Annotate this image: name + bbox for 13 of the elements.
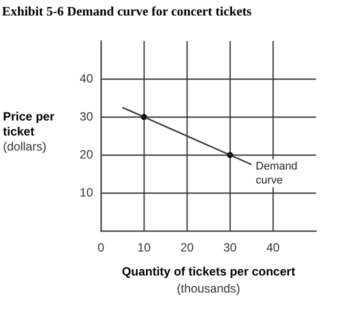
y-axis-title: Price per ticket (dollars) [3,109,55,154]
y-tick-label: 30 [80,109,94,124]
x-axis-title: Quantity of tickets per concert (thousands) [122,264,296,296]
annotation: Demand curve [256,160,298,186]
x-tick-label: 30 [223,240,237,255]
x-tick-label: 20 [180,240,194,255]
y-tick-label: 40 [80,71,94,86]
x-tick-label: 0 [98,240,105,255]
x-tick-label: 40 [266,240,280,255]
x-tick-label: 10 [137,240,151,255]
chart-title: Exhibit 5-6 Demand curve for concert tickets [2,3,252,18]
y-tick-label: 10 [80,185,94,200]
y-tick-label: 20 [80,147,94,162]
